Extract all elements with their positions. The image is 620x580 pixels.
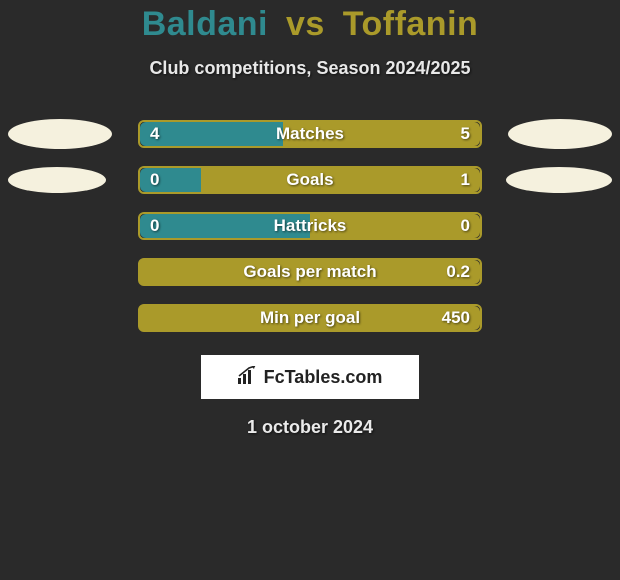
player1-badge <box>8 167 106 193</box>
bar-fill-player2 <box>283 122 480 146</box>
bar-track: 0.2Goals per match <box>138 258 482 286</box>
player2-badge <box>508 119 612 149</box>
chart-icon <box>238 366 258 389</box>
bar-track: 00Hattricks <box>138 212 482 240</box>
bar-track: 01Goals <box>138 166 482 194</box>
value-player1: 4 <box>150 124 159 144</box>
bar-track: 450Min per goal <box>138 304 482 332</box>
player1-name: Baldani <box>142 5 268 43</box>
player2-name: Toffanin <box>343 5 479 43</box>
stat-row: 450Min per goal <box>0 295 620 341</box>
stat-row: 01Goals <box>0 157 620 203</box>
stat-row: 00Hattricks <box>0 203 620 249</box>
bar-fill-player2 <box>140 306 480 330</box>
stat-row: 0.2Goals per match <box>0 249 620 295</box>
bar-fill-player2 <box>140 260 480 284</box>
bar-fill-player2 <box>310 214 480 238</box>
bar-track: 45Matches <box>138 120 482 148</box>
value-player2: 0 <box>461 216 470 236</box>
source-logo: FcTables.com <box>201 355 419 399</box>
value-player2: 450 <box>442 308 470 328</box>
value-player2: 1 <box>461 170 470 190</box>
bar-fill-player1 <box>140 122 283 146</box>
date-text: 1 october 2024 <box>0 417 620 438</box>
vs-text: vs <box>286 5 325 43</box>
bar-fill-player1 <box>140 214 310 238</box>
value-player2: 5 <box>461 124 470 144</box>
value-player1: 0 <box>150 216 159 236</box>
player1-badge <box>8 119 112 149</box>
stat-bars: 45Matches01Goals00Hattricks0.2Goals per … <box>0 111 620 341</box>
subtitle: Club competitions, Season 2024/2025 <box>0 58 620 79</box>
comparison-infographic: Baldani vs Toffanin Club competitions, S… <box>0 0 620 438</box>
value-player1: 0 <box>150 170 159 190</box>
logo-text: FcTables.com <box>264 367 383 388</box>
bar-fill-player2 <box>201 168 480 192</box>
headline: Baldani vs Toffanin <box>0 5 620 44</box>
stat-row: 45Matches <box>0 111 620 157</box>
player2-badge <box>506 167 612 193</box>
value-player2: 0.2 <box>446 262 470 282</box>
